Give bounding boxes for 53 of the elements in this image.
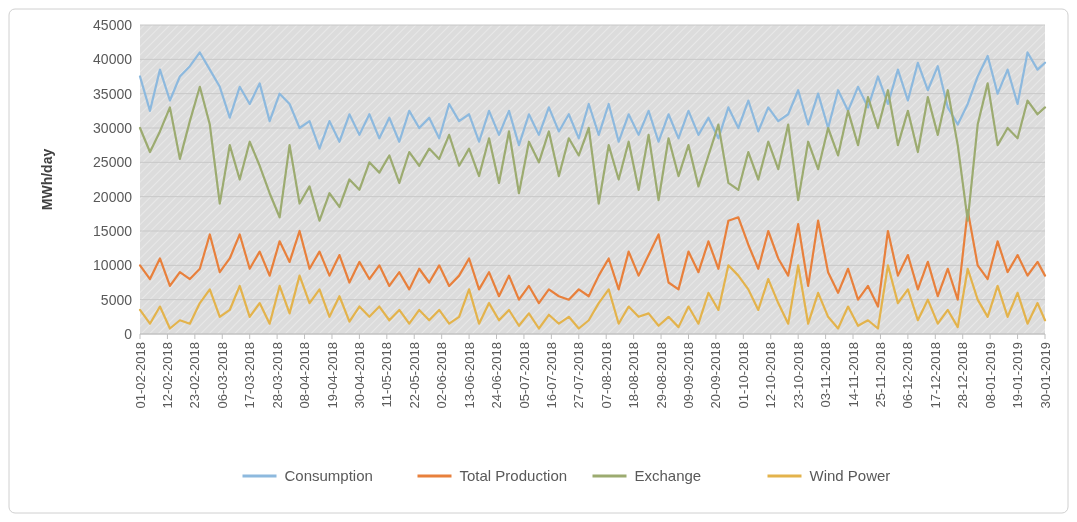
y-tick-label: 15000 (93, 222, 133, 239)
x-tick-label: 30-04-2018 (351, 342, 367, 409)
x-tick-label: 06-12-2018 (900, 342, 916, 409)
y-tick-label: 5000 (100, 291, 133, 308)
y-axis-title: MWh/day (39, 148, 55, 211)
x-tick-label: 28-03-2018 (269, 342, 285, 409)
x-tick-label: 18-08-2018 (626, 342, 642, 409)
legend-label: Consumption (284, 467, 373, 485)
x-tick-label: 08-01-2019 (982, 342, 998, 409)
x-tick-label: 09-09-2018 (681, 342, 697, 409)
x-tick-label: 05-07-2018 (516, 342, 532, 409)
y-tick-label: 35000 (93, 85, 133, 102)
legend-label: Total Production (459, 467, 568, 485)
x-tick-label: 02-06-2018 (434, 342, 450, 409)
x-tick-label: 19-01-2019 (1010, 342, 1026, 409)
x-tick-label: 25-11-2018 (873, 342, 888, 408)
x-tick-label: 20-09-2018 (708, 342, 724, 409)
x-tick-label: 12-10-2018 (763, 342, 779, 409)
x-tick-label: 12-02-2018 (159, 342, 175, 409)
x-tick-label: 11-05-2018 (379, 342, 395, 408)
x-tick-label: 03-11-2018 (818, 342, 834, 408)
y-tick-label: 25000 (93, 154, 133, 171)
x-tick-label: 13-06-2018 (461, 342, 477, 409)
x-tick-label: 28-12-2018 (955, 342, 971, 409)
x-tick-label: 07-08-2018 (598, 342, 614, 409)
x-tick-label: 06-03-2018 (214, 342, 230, 409)
line-series (138, 264, 1047, 330)
x-tick-label: 01-02-2018 (132, 342, 148, 409)
x-tick-label: 24-06-2018 (489, 342, 505, 409)
x-tick-label: 08-04-2018 (297, 342, 313, 409)
x-tick-label: 29-08-2018 (653, 342, 669, 409)
x-tick-label: 23-02-2018 (187, 342, 203, 409)
x-tick-label: 16-07-2018 (543, 342, 559, 409)
line-series (138, 51, 1047, 150)
y-tick-label: 20000 (93, 188, 133, 205)
line-series (138, 82, 1047, 222)
y-tick-label: 0 (124, 325, 133, 342)
x-tick-label: 23-10-2018 (790, 342, 806, 409)
y-tick-label: 30000 (93, 119, 133, 136)
legend-label: Exchange (634, 467, 702, 485)
y-tick-label: 10000 (93, 257, 133, 274)
x-tick-label: 19-04-2018 (324, 342, 340, 409)
x-tick-label: 14-11-2018 (845, 342, 861, 408)
x-tick-label: 27-07-2018 (571, 342, 587, 409)
x-tick-label: 17-12-2018 (927, 342, 943, 409)
x-tick-label: 30-01-2019 (1037, 342, 1053, 409)
legend-label: Wind Power (809, 467, 891, 485)
x-tick-label: 17-03-2018 (242, 342, 258, 409)
line-series (138, 209, 1047, 308)
x-tick-label: 01-10-2018 (735, 342, 751, 409)
x-tick-label: 22-05-2018 (406, 342, 422, 409)
y-tick-label: 45000 (93, 16, 133, 33)
y-tick-label: 40000 (93, 51, 133, 68)
